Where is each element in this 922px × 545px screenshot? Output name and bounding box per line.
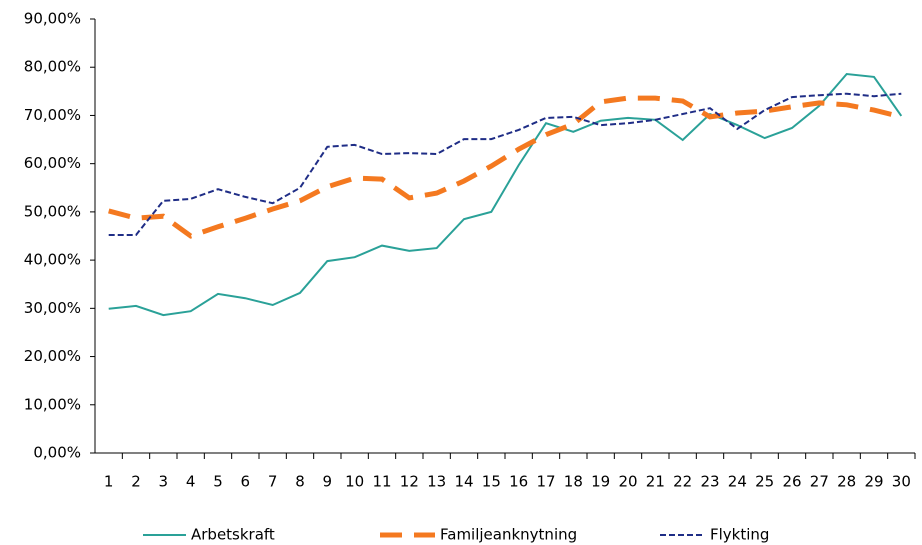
x-tick-label: 18 [564, 473, 583, 491]
x-tick-label: 1 [104, 473, 114, 491]
x-tick-label: 8 [295, 473, 305, 491]
legend-label: Familjeanknytning [440, 526, 577, 544]
legend-label: Arbetskraft [191, 526, 275, 544]
x-tick-label: 7 [268, 473, 278, 491]
x-tick-label: 3 [159, 473, 169, 491]
y-tick-label: 50,00% [24, 202, 81, 220]
x-tick-label: 27 [810, 473, 829, 491]
x-tick-label: 12 [400, 473, 419, 491]
y-tick-label: 30,00% [24, 299, 81, 317]
x-tick-label: 17 [536, 473, 555, 491]
x-tick-label: 4 [186, 473, 196, 491]
legend-label: Flykting [710, 526, 769, 544]
y-tick-label: 10,00% [24, 395, 81, 413]
x-tick-label: 16 [509, 473, 528, 491]
x-tick-label: 22 [673, 473, 692, 491]
y-tick-label: 20,00% [24, 347, 81, 365]
x-tick-label: 9 [323, 473, 333, 491]
x-tick-label: 6 [241, 473, 251, 491]
series-line [108, 72, 903, 317]
x-tick-label: 25 [755, 473, 774, 491]
y-tick-label: 40,00% [24, 251, 81, 269]
x-tick-label: 13 [427, 473, 446, 491]
x-tick-label: 23 [700, 473, 719, 491]
x-tick-label: 30 [892, 473, 911, 491]
series-line [108, 95, 902, 239]
y-tick-label: 90,00% [24, 10, 81, 28]
x-tick-label: 29 [864, 473, 883, 491]
x-tick-label: 14 [454, 473, 473, 491]
x-tick-label: 11 [372, 473, 391, 491]
x-tick-label: 5 [213, 473, 223, 491]
x-tick-label: 19 [591, 473, 610, 491]
x-tick-label: 21 [646, 473, 665, 491]
y-tick-label: 60,00% [24, 154, 81, 172]
x-tick-label: 26 [782, 473, 801, 491]
series-line [108, 92, 902, 236]
x-tick-label: 28 [837, 473, 856, 491]
x-tick-label: 2 [131, 473, 141, 491]
y-tick-label: 0,00% [33, 444, 81, 462]
x-tick-label: 24 [728, 473, 747, 491]
x-tick-label: 20 [618, 473, 637, 491]
x-tick-label: 10 [345, 473, 364, 491]
x-tick-label: 15 [482, 473, 501, 491]
y-tick-label: 70,00% [24, 106, 81, 124]
y-tick-label: 80,00% [24, 58, 81, 76]
